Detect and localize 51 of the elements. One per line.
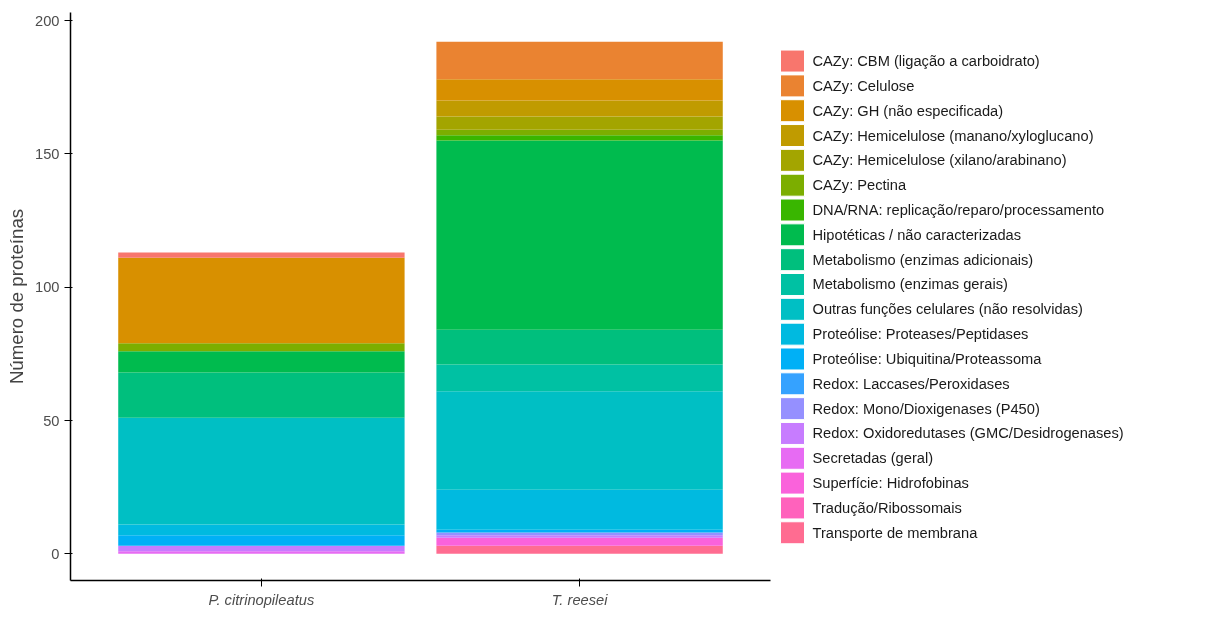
bar	[436, 129, 723, 136]
legend-label: Redox: Oxidoredutases (GMC/Desidrogenases)	[812, 425, 1124, 442]
bar	[436, 100, 723, 117]
bar	[118, 551, 405, 554]
bar	[436, 140, 723, 330]
legend-label: Outras funções celulares (não resolvidas)	[812, 301, 1083, 318]
bar	[436, 489, 723, 530]
legend-label: DNA/RNA: replicação/reparo/processamento	[812, 202, 1105, 219]
legend-label: Metabolismo (enzimas adicionais)	[812, 251, 1034, 268]
bar	[118, 372, 405, 418]
bar	[118, 343, 405, 352]
legend-label: Superfície: Hidrofobinas	[812, 475, 969, 492]
legend-label: CAZy: Hemicelulose (manano/xyloglucano)	[812, 127, 1094, 144]
y-tick-label: 150	[35, 145, 60, 162]
bar	[436, 537, 723, 546]
legend-label: CAZy: GH (não especificada)	[812, 102, 1004, 119]
legend-label: Redox: Laccases/Peroxidases	[812, 375, 1010, 392]
legend-label: Metabolismo (enzimas gerais)	[812, 276, 1008, 293]
bar	[436, 391, 723, 490]
legend-label: Transporte de membrana	[812, 524, 979, 541]
legend-label: Redox: Mono/Dioxigenases (P450)	[812, 400, 1040, 417]
bar	[118, 252, 405, 258]
bar	[436, 545, 723, 554]
bar	[118, 545, 405, 552]
y-axis-title: Número de proteínas	[6, 208, 28, 385]
legend-label: CAZy: Pectina	[812, 177, 908, 194]
legend-label: CAZy: CBM (ligação a carboidrato)	[812, 53, 1040, 70]
legend-label: Secretadas (geral)	[812, 450, 934, 467]
bar	[118, 351, 405, 373]
y-tick-label: 100	[35, 279, 60, 296]
bar	[436, 41, 723, 80]
bar	[436, 116, 723, 130]
legend-label: Hipotéticas / não caracterizadas	[812, 226, 1022, 243]
bar	[436, 364, 723, 392]
bar	[436, 329, 723, 365]
x-tick-label: P. citrinopileatus	[208, 591, 315, 608]
bar	[118, 524, 405, 536]
legend-label: Tradução/Ribossomais	[812, 499, 962, 516]
bar	[118, 417, 405, 525]
bar	[118, 257, 405, 344]
bar	[436, 79, 723, 101]
bar	[118, 535, 405, 546]
legend-label: Proteólise: Ubiquitina/Proteassoma	[812, 350, 1043, 367]
legend-label: CAZy: Celulose	[812, 77, 915, 94]
x-tick-label: T. reesei	[551, 591, 609, 608]
y-tick-label: 50	[43, 412, 60, 429]
legend-label: CAZy: Hemicelulose (xilano/arabinano)	[812, 152, 1067, 169]
y-tick-label: 0	[51, 545, 60, 562]
y-tick-label: 200	[35, 12, 60, 29]
legend-label: Proteólise: Proteases/Peptidases	[812, 326, 1029, 343]
bar	[436, 135, 723, 141]
